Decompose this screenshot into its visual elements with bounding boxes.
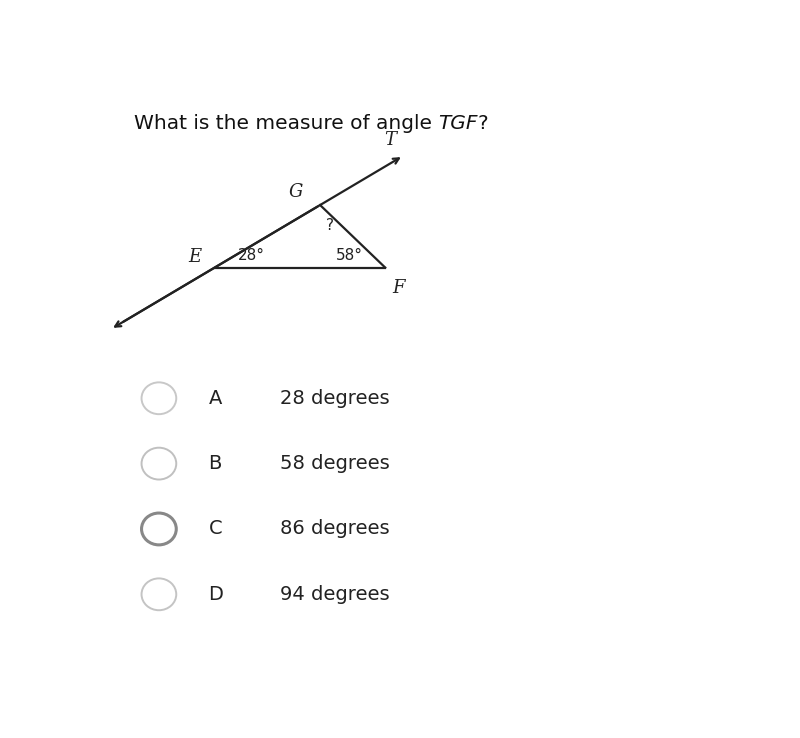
Text: F: F [393, 279, 405, 297]
Text: What is the measure of angle: What is the measure of angle [134, 114, 438, 133]
Text: 94 degrees: 94 degrees [280, 584, 390, 604]
Text: T: T [384, 131, 396, 149]
Text: A: A [209, 389, 222, 408]
Text: C: C [209, 520, 222, 539]
Text: ?: ? [326, 218, 334, 232]
Text: 58°: 58° [336, 248, 362, 263]
Text: 28 degrees: 28 degrees [280, 389, 390, 408]
Text: B: B [209, 454, 222, 473]
Text: TGF: TGF [438, 114, 478, 133]
Text: E: E [188, 248, 201, 266]
Text: G: G [288, 182, 302, 201]
Text: 86 degrees: 86 degrees [280, 520, 390, 539]
Text: 28°: 28° [238, 248, 266, 263]
Text: ?: ? [478, 114, 489, 133]
Text: D: D [209, 584, 223, 604]
Text: 58 degrees: 58 degrees [280, 454, 390, 473]
